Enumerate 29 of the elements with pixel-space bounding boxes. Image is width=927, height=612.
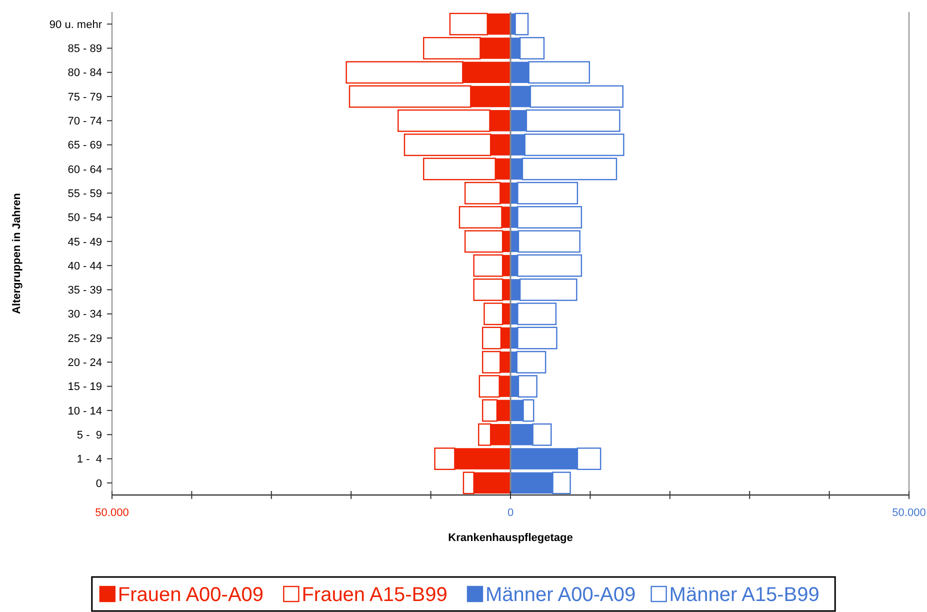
legend-label: Männer A00-A09	[486, 584, 636, 606]
y-tick-label: 60 - 64	[68, 164, 102, 176]
y-tick-label: 70 - 74	[68, 116, 102, 128]
y-tick-label: 45 - 49	[68, 236, 102, 248]
y-tick-label: 30 - 34	[68, 308, 102, 321]
legend-label: Frauen A00-A09	[118, 584, 264, 606]
legend-label: Frauen A15-B99	[302, 584, 448, 606]
y-tick-label: 55 - 59	[68, 188, 102, 200]
x-tick-label: 50.000	[892, 507, 926, 519]
y-tick-label: 80 - 84	[68, 67, 102, 80]
y-tick-label: 10 - 14	[68, 405, 102, 418]
legend-label: Männer A15-B99	[669, 584, 820, 606]
y-tick-label: 15 - 19	[68, 381, 102, 394]
y-tick-label: 25 - 29	[68, 332, 102, 345]
y-tick-label: 35 - 39	[68, 284, 102, 297]
y-tick-label: 65 - 69	[68, 140, 102, 152]
y-tick-label: 40 - 44	[68, 260, 102, 272]
x-tick-label: 50.000	[95, 507, 129, 519]
x-axis-title: Krankenhauspflegetage	[448, 532, 573, 544]
x-tick-label: 0	[507, 507, 514, 519]
y-tick-label: 50 - 54	[68, 212, 102, 224]
y-tick-label: 75 - 79	[68, 91, 102, 104]
y-tick-label: 1 - 4	[76, 454, 102, 466]
y-tick-label: 5 - 9	[76, 429, 102, 442]
y-tick-label: 20 - 24	[68, 357, 102, 370]
y-axis-title: Altergruppen in Jahren	[11, 192, 23, 314]
y-tick-label: 90 u. mehr	[49, 18, 102, 31]
y-tick-label: 0	[96, 478, 102, 490]
y-tick-label: 85 - 89	[68, 43, 102, 56]
